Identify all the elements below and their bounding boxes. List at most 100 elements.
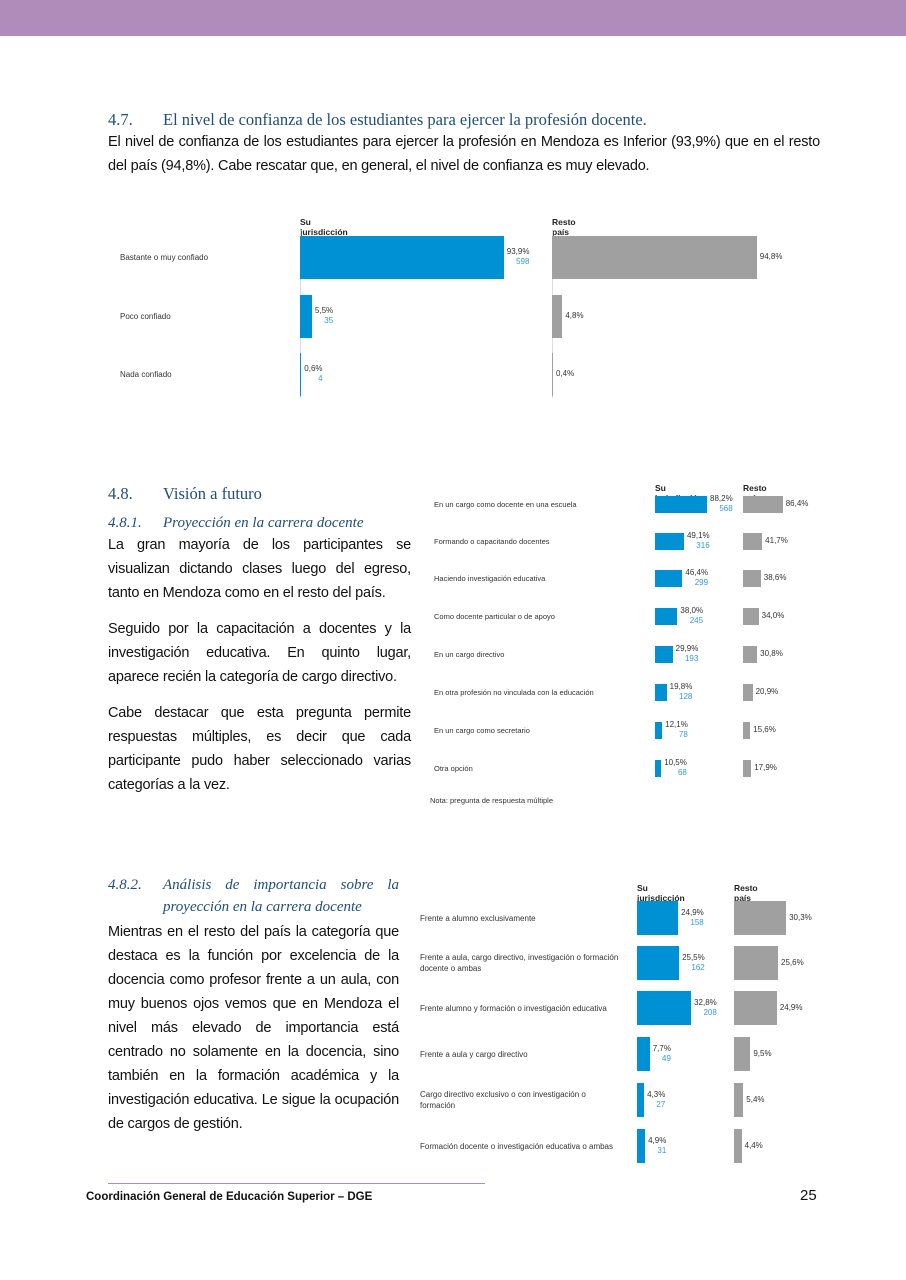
value-label: 19,8% 128: [670, 682, 693, 702]
count-label: 245: [689, 616, 704, 625]
category-label: Poco confiado: [120, 311, 171, 321]
category-label: Frente a alumno exclusivamente: [420, 913, 536, 923]
category-label: En un cargo como docente en una escuela: [434, 499, 577, 509]
value-label: 38,0% 245: [680, 606, 703, 626]
bar-resto-pais: [743, 532, 763, 550]
section-4-8-2: 4.8.2. Análisis de importancia sobre la p…: [108, 874, 399, 1136]
count-label: 598: [516, 257, 530, 266]
heading-number: 4.8.2.: [108, 877, 142, 893]
count-label: 162: [691, 963, 705, 972]
category-label: Bastante o muy confiado: [120, 252, 209, 262]
column-header: Su jurisdicción: [637, 883, 685, 903]
footer-divider: [108, 1183, 485, 1184]
count-label: 31: [657, 1146, 667, 1155]
value-label: 7,7% 49: [653, 1044, 671, 1064]
value-label: 25,6%: [781, 958, 804, 967]
subheading-4-8-2: 4.8.2. Análisis de importancia sobre la p…: [108, 874, 399, 918]
value-label: 12,1% 78: [665, 720, 688, 740]
category-label: Haciendo investigación educativa: [434, 573, 546, 583]
heading-number: 4.8.1.: [108, 515, 142, 531]
bar-jurisdiccion: [637, 901, 679, 935]
percent-label: 32,8%: [694, 998, 717, 1007]
bar-jurisdiccion: [655, 569, 683, 587]
value-label: 4,3% 27: [647, 1090, 665, 1110]
percent-label: 38,0%: [680, 606, 704, 615]
category-label: En un cargo directivo: [434, 649, 505, 659]
count-label: 128: [679, 692, 693, 701]
value-label: 5,5% 35: [315, 306, 333, 326]
bar-resto-pais: [734, 901, 787, 935]
bar-jurisdiccion: [655, 759, 662, 777]
category-label: Cargo directivo exclusivo o con investig…: [420, 1090, 586, 1110]
heading-title: Análisis de importancia sobre la proyecc…: [163, 877, 399, 915]
count-label: 68: [677, 768, 687, 777]
bar-resto-pais: [743, 607, 759, 625]
count-label: 299: [694, 578, 709, 587]
value-label: 46,4% 299: [685, 568, 708, 588]
paragraph-proyeccion-1: La gran mayoría de los participantes se …: [108, 537, 411, 601]
value-label: 4,8%: [565, 311, 584, 320]
percent-label: 4,9%: [648, 1136, 667, 1145]
bar-resto-pais: [743, 645, 758, 663]
bar-jurisdiccion: [655, 683, 667, 701]
percent-label: 46,4%: [685, 568, 709, 577]
bar-jurisdiccion: [655, 721, 663, 739]
percent-label: 49,1%: [686, 531, 710, 540]
bar-resto-pais: [734, 1129, 742, 1163]
category-label: Nada confiado: [120, 369, 172, 379]
bar-jurisdiccion: [637, 1129, 646, 1163]
value-label: 4,9% 31: [648, 1136, 666, 1156]
bar-resto-pais: [734, 1037, 751, 1071]
section-4-7: 4.7. El nivel de confianza de los estudia…: [108, 110, 820, 178]
count-label: 158: [690, 918, 704, 927]
section-heading-4-8: 4.8. Visión a futuro: [108, 484, 411, 504]
percent-label: 19,8%: [669, 682, 693, 691]
category-label: En otra profesión no vinculada con la ed…: [434, 687, 594, 697]
value-label: 34,0%: [761, 611, 785, 620]
bar-resto-pais: [734, 1083, 744, 1117]
value-label: 0,6% 4: [304, 364, 322, 384]
section-heading-4-7: 4.7. El nivel de confianza de los estudia…: [108, 110, 820, 130]
header-band: [0, 0, 906, 36]
bar-jurisdiccion: [655, 532, 684, 550]
value-label: 9,5%: [753, 1049, 772, 1058]
value-label: 93,9% 598: [507, 247, 530, 267]
paragraph-importancia: Mientras en el resto del país la categor…: [108, 924, 399, 1132]
value-label: 86,4%: [785, 499, 809, 508]
category-label: Frente alumno y formación o investigació…: [420, 1003, 607, 1013]
bar-jurisdiccion: [637, 991, 692, 1025]
category-label: Formando o capacitando docentes: [434, 536, 550, 546]
percent-label: 24,9%: [681, 908, 704, 917]
chart-note: Nota: pregunta de respuesta múltiple: [430, 796, 553, 805]
value-label: 0,4%: [556, 369, 575, 378]
count-label: 49: [662, 1054, 671, 1063]
percent-label: 5,5%: [314, 306, 334, 315]
value-label: 24,9%: [779, 1003, 803, 1012]
percent-label: 0,6%: [304, 364, 323, 373]
heading-title: Visión a futuro: [163, 484, 262, 503]
bar-jurisdiccion: [637, 1083, 645, 1117]
value-label: 5,4%: [746, 1095, 765, 1104]
subheading-4-8-1: 4.8.1. Proyección en la carrera docente: [108, 513, 411, 533]
bar-resto-pais: [743, 569, 761, 587]
category-label: Otra opción: [434, 763, 473, 773]
bar-resto-pais: [743, 495, 783, 513]
value-label: 38,6%: [763, 573, 787, 582]
percent-label: 10,5%: [664, 758, 687, 767]
value-label: 15,6%: [753, 725, 776, 734]
value-label: 49,1% 316: [687, 531, 710, 551]
value-label: 30,3%: [789, 913, 812, 922]
bar-jurisdiccion: [655, 495, 708, 513]
value-label: 41,7%: [765, 536, 788, 545]
bar-jurisdiccion: [300, 352, 302, 396]
column-header: Su jurisdicción: [300, 217, 348, 237]
heading-number: 4.8.: [108, 484, 133, 503]
value-label: 32,8% 208: [694, 998, 717, 1018]
bar-jurisdiccion: [300, 294, 312, 338]
percent-label: 25,5%: [682, 953, 705, 962]
bar-jurisdiccion: [655, 607, 678, 625]
category-label: Frente a aula y cargo directivo: [420, 1049, 528, 1059]
section-4-8: 4.8. Visión a futuro 4.8.1. Proyección en …: [108, 484, 411, 797]
count-label: 4: [318, 374, 323, 383]
value-label: 88,2% 568: [710, 494, 733, 514]
